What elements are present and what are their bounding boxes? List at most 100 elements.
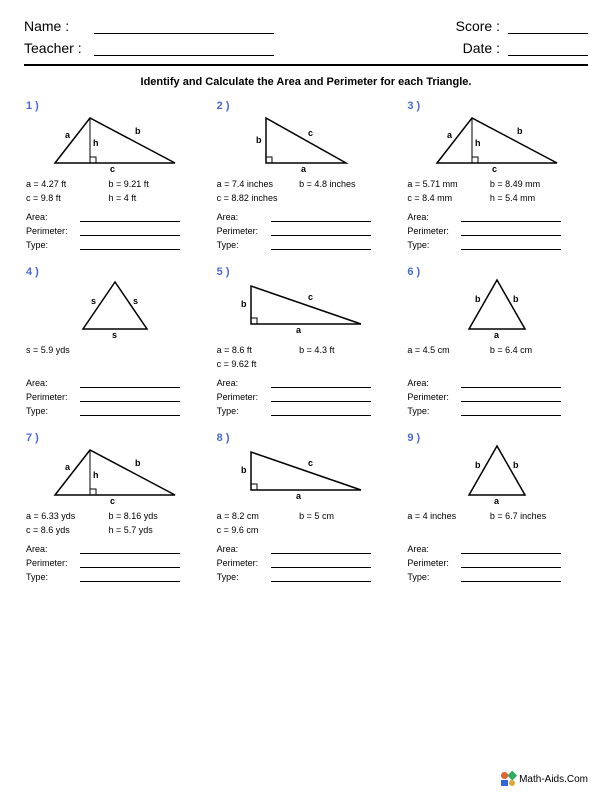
perimeter-label: Perimeter: [407,558,455,568]
teacher-blank[interactable] [94,55,274,56]
svg-text:b: b [475,294,481,304]
svg-text:a: a [494,330,500,338]
area-blank[interactable] [80,553,180,554]
type-blank[interactable] [271,249,371,250]
area-blank[interactable] [461,553,561,554]
perimeter-blank[interactable] [461,567,561,568]
triangle-diagram: b a c [217,108,396,174]
area-label: Area: [26,544,74,554]
type-label: Type: [217,406,265,416]
type-blank[interactable] [80,415,180,416]
answer-section: Area: Perimeter: Type: [407,544,586,582]
svg-text:a: a [447,130,453,140]
problem-cell: 7 ) a b c h a = 6.33 yds b = 8.16 ydsc =… [24,430,207,592]
area-label: Area: [217,544,265,554]
type-blank[interactable] [80,581,180,582]
measurements: a = 6.33 yds b = 8.16 ydsc = 8.6 yds h =… [26,510,205,538]
area-label: Area: [407,212,455,222]
measurements: a = 8.2 cm b = 5 cmc = 9.6 cm [217,510,396,538]
perimeter-label: Perimeter: [26,392,74,402]
area-label: Area: [217,212,265,222]
problem-cell: 4 ) s s s s = 5.9 yds Area: Perimeter: T… [24,264,207,426]
answer-section: Area: Perimeter: Type: [26,378,205,416]
problem-cell: 6 ) b b a a = 4.5 cm b = 6.4 cm Area: Pe… [405,264,588,426]
problem-cell: 2 ) b a c a = 7.4 inches b = 4.8 inchesc… [215,98,398,260]
name-label: Name : [24,18,86,34]
svg-text:b: b [517,126,523,136]
svg-text:b: b [475,460,481,470]
answer-section: Area: Perimeter: Type: [407,378,586,416]
triangle-diagram: b b a [407,440,586,506]
perimeter-label: Perimeter: [217,558,265,568]
svg-text:b: b [241,465,247,475]
svg-text:h: h [475,138,481,148]
area-blank[interactable] [80,387,180,388]
problem-cell: 8 ) b a c a = 8.2 cm b = 5 cmc = 9.6 cm … [215,430,398,592]
area-blank[interactable] [80,221,180,222]
measurements: a = 7.4 inches b = 4.8 inchesc = 8.82 in… [217,178,396,206]
date-field: Date : [450,40,588,56]
svg-text:a: a [65,130,71,140]
svg-text:c: c [492,164,497,172]
date-blank[interactable] [508,55,588,56]
perimeter-blank[interactable] [80,401,180,402]
svg-text:c: c [110,164,115,172]
area-blank[interactable] [271,221,371,222]
area-label: Area: [217,378,265,388]
footer-icon [501,772,515,786]
answer-section: Area: Perimeter: Type: [26,212,205,250]
triangle-diagram: a b c h [26,108,205,174]
svg-text:c: c [308,458,313,468]
triangle-diagram: b b a [407,274,586,340]
svg-text:b: b [135,126,141,136]
area-blank[interactable] [271,387,371,388]
perimeter-label: Perimeter: [26,226,74,236]
answer-section: Area: Perimeter: Type: [217,544,396,582]
svg-text:a: a [296,491,302,500]
triangle-diagram: b a c [217,440,396,506]
perimeter-blank[interactable] [461,235,561,236]
score-label: Score : [450,18,500,34]
area-label: Area: [407,544,455,554]
perimeter-label: Perimeter: [217,392,265,402]
svg-text:s: s [112,330,117,338]
type-blank[interactable] [461,415,561,416]
answer-section: Area: Perimeter: Type: [407,212,586,250]
type-blank[interactable] [461,581,561,582]
type-blank[interactable] [80,249,180,250]
svg-text:a: a [494,496,500,504]
score-blank[interactable] [508,33,588,34]
measurements: a = 8.6 ft b = 4.3 ftc = 9.62 ft [217,344,396,372]
perimeter-blank[interactable] [271,567,371,568]
instruction-text: Identify and Calculate the Area and Peri… [24,76,588,88]
perimeter-blank[interactable] [80,567,180,568]
problem-grid: 1 ) a b c h a = 4.27 ft b = 9.21 ftc = 9… [24,98,588,592]
svg-text:a: a [296,325,302,334]
type-label: Type: [217,240,265,250]
svg-text:c: c [308,128,313,138]
answer-section: Area: Perimeter: Type: [26,544,205,582]
perimeter-label: Perimeter: [26,558,74,568]
type-blank[interactable] [271,581,371,582]
area-blank[interactable] [461,387,561,388]
type-blank[interactable] [461,249,561,250]
area-label: Area: [26,212,74,222]
type-blank[interactable] [271,415,371,416]
svg-text:h: h [93,138,99,148]
problem-cell: 3 ) a b c h a = 5.71 mm b = 8.49 mmc = 8… [405,98,588,260]
area-blank[interactable] [271,553,371,554]
score-field: Score : [450,18,588,34]
worksheet-header: Name : Teacher : Score : Date : [24,18,588,56]
teacher-label: Teacher : [24,40,86,56]
svg-text:b: b [513,460,519,470]
problem-cell: 9 ) b b a a = 4 inches b = 6.7 inches Ar… [405,430,588,592]
answer-section: Area: Perimeter: Type: [217,212,396,250]
date-label: Date : [450,40,500,56]
perimeter-blank[interactable] [271,235,371,236]
perimeter-blank[interactable] [271,401,371,402]
name-blank[interactable] [94,33,274,34]
problem-cell: 5 ) b a c a = 8.6 ft b = 4.3 ftc = 9.62 … [215,264,398,426]
area-blank[interactable] [461,221,561,222]
perimeter-blank[interactable] [80,235,180,236]
perimeter-blank[interactable] [461,401,561,402]
